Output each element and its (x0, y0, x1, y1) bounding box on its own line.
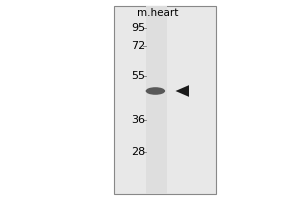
Bar (114, 6, 216, 194)
Text: m.heart: m.heart (137, 8, 178, 18)
Polygon shape (176, 85, 189, 97)
Text: 55: 55 (131, 71, 146, 81)
Text: 36: 36 (131, 115, 146, 125)
Text: 72: 72 (131, 41, 146, 51)
Ellipse shape (146, 87, 165, 95)
Text: 28: 28 (131, 147, 146, 157)
Text: 95: 95 (131, 23, 146, 33)
Bar (146, 6, 167, 194)
